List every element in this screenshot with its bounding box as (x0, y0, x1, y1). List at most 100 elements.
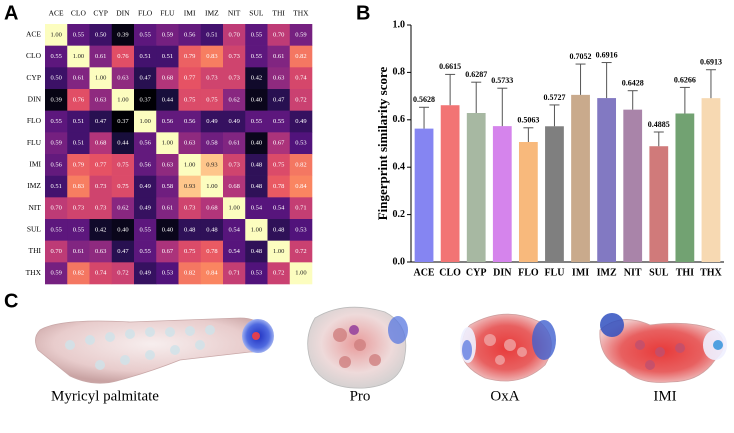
x-tick-label: THX (293, 9, 309, 18)
cell-label: 0.83 (206, 53, 217, 60)
cell-label: 0.70 (273, 31, 284, 38)
heatmap-cell (67, 24, 90, 46)
heatmap-cell (200, 262, 224, 285)
cell-label: 0.47 (273, 96, 285, 103)
cell-label: 0.48 (206, 226, 217, 233)
x-tick-label: THI (272, 9, 285, 18)
cell-label: 0.39 (50, 96, 61, 103)
cell-label: 0.47 (95, 118, 107, 125)
heatmap-cell (134, 219, 157, 241)
value-label: 0.6615 (439, 62, 461, 71)
heatmap-cell (200, 24, 224, 46)
cell-label: 0.82 (73, 270, 84, 277)
heatmap-cell (67, 240, 90, 263)
heatmap-cell (223, 240, 246, 263)
heatmap-cell (156, 197, 179, 220)
cell-label: 0.49 (139, 270, 150, 277)
y-tick-label: IMZ (27, 181, 41, 190)
bar (414, 128, 434, 262)
cell-label: 0.77 (95, 161, 107, 168)
heatmap-cell (178, 197, 202, 220)
cell-label: 0.73 (206, 75, 217, 82)
heatmap-cell (111, 197, 135, 220)
molecule-images: Myricyl palmitate Pro OxA IMI (35, 306, 727, 404)
value-label: 0.6916 (596, 50, 618, 59)
cell-label: 1.00 (184, 161, 195, 168)
heatmap-cell (67, 67, 90, 90)
cell-label: 0.93 (184, 183, 195, 190)
cell-label: 0.82 (295, 161, 306, 168)
cell-label: 0.75 (117, 183, 128, 190)
heatmap-cell (267, 110, 291, 133)
cell-label: 0.73 (228, 53, 239, 60)
heatmap-cell (245, 197, 268, 220)
heatmap-cell (156, 24, 179, 46)
cell-label: 0.58 (206, 140, 217, 147)
cell-label: 0.37 (117, 118, 129, 125)
x-tick-label: IMZ (205, 9, 219, 18)
heatmap-cell (156, 89, 179, 111)
cell-label: 0.76 (73, 96, 85, 103)
heatmap-cell (267, 24, 291, 46)
cell-label: 0.55 (139, 31, 150, 38)
heatmap-cell (245, 67, 268, 90)
heatmap-cell (134, 197, 157, 220)
heatmap-cell (111, 154, 135, 176)
cell-label: 0.72 (273, 270, 284, 277)
cell-label: 0.56 (139, 161, 151, 168)
heatmap-cell (267, 262, 291, 285)
cell-label: 0.70 (228, 31, 239, 38)
heatmap-cell (89, 262, 113, 285)
value-label: 0.5733 (491, 76, 513, 85)
heatmap-cell (223, 110, 246, 133)
molecule-surface (599, 313, 727, 383)
heatmap-cell (178, 67, 202, 90)
heatmap-cell (200, 197, 224, 220)
x-tick-label: DIN (116, 9, 130, 18)
cell-label: 0.75 (117, 161, 128, 168)
cell-label: 0.61 (73, 75, 84, 82)
heatmap-cell (156, 262, 179, 285)
cell-label: 0.42 (251, 75, 262, 82)
heatmap-cell (245, 240, 268, 263)
heatmap-cell (45, 45, 68, 68)
heatmap-cell (200, 89, 224, 111)
heatmap-cell (45, 110, 68, 133)
cell-label: 0.78 (206, 248, 217, 255)
heatmap-cell (156, 110, 179, 133)
heatmap-cell (89, 240, 113, 263)
cell-label: 0.58 (162, 183, 173, 190)
x-tick-label: IMZ (597, 267, 617, 278)
y-tick-label: 0.0 (393, 256, 406, 267)
cell-label: 0.55 (273, 118, 284, 125)
cell-label: 0.67 (162, 248, 174, 255)
cell-label: 1.00 (251, 226, 262, 233)
cell-label: 0.73 (228, 161, 239, 168)
cell-label: 0.40 (162, 226, 173, 233)
heatmap-cell (223, 45, 246, 68)
heatmap-cell (223, 67, 246, 90)
cell-label: 0.40 (251, 140, 262, 147)
heatmap-cell (267, 154, 291, 176)
y-tick-label: THX (26, 268, 42, 277)
heatmap-cell (45, 24, 68, 46)
cell-label: 0.68 (206, 205, 217, 212)
value-label: 0.6287 (465, 70, 487, 79)
heatmap-cell (200, 240, 224, 263)
x-tick-label: IMI (572, 267, 589, 278)
heatmap-cell (178, 110, 202, 133)
cell-label: 0.68 (95, 140, 106, 147)
cell-label: 0.51 (73, 140, 84, 147)
heatmap-cell (45, 175, 68, 198)
heatmap-cell (67, 132, 90, 155)
x-tick-label: CYP (466, 267, 487, 278)
heatmap-cell (156, 240, 179, 263)
bar (649, 146, 669, 262)
x-tick-label: FLO (138, 9, 153, 18)
cell-label: 0.62 (228, 96, 239, 103)
heatmap-cell (289, 45, 313, 68)
heatmap-cell (67, 262, 90, 285)
heatmap-cell (200, 154, 224, 176)
heatmap-cell (89, 110, 113, 133)
cell-label: 0.72 (295, 248, 306, 255)
